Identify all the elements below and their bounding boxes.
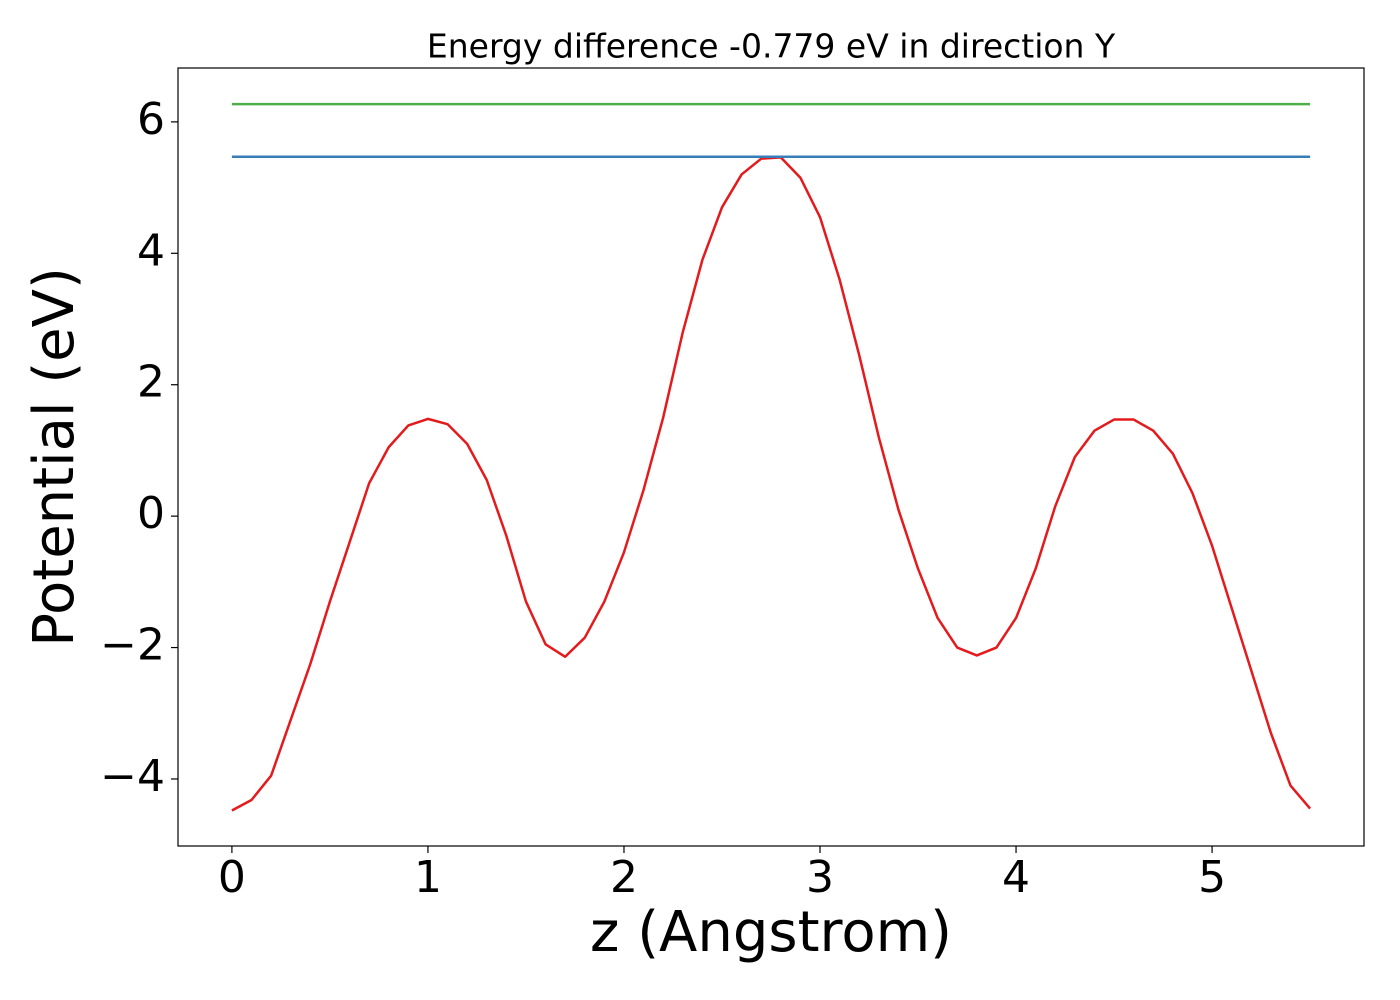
y-tick-label: 6 <box>137 94 165 145</box>
x-tick-label: 5 <box>1198 852 1226 903</box>
x-tick-label: 1 <box>414 852 442 903</box>
y-tick-label: 4 <box>137 225 165 276</box>
chart-title: Energy difference -0.779 eV in direction… <box>427 27 1116 66</box>
y-axis-label: Potential (eV) <box>22 267 87 647</box>
x-tick-label: 4 <box>1002 852 1030 903</box>
x-axis-label: z (Angstrom) <box>590 900 952 965</box>
x-tick-label: 3 <box>806 852 834 903</box>
y-tick-label: −4 <box>100 751 165 802</box>
data-line <box>231 156 1312 812</box>
x-tick-label: 2 <box>610 852 638 903</box>
y-tick-label: 0 <box>137 488 165 539</box>
plot-frame <box>177 67 1365 847</box>
y-tick-label: −2 <box>100 620 165 671</box>
x-tick-label: 0 <box>218 852 246 903</box>
y-tick-label: 2 <box>137 357 165 408</box>
